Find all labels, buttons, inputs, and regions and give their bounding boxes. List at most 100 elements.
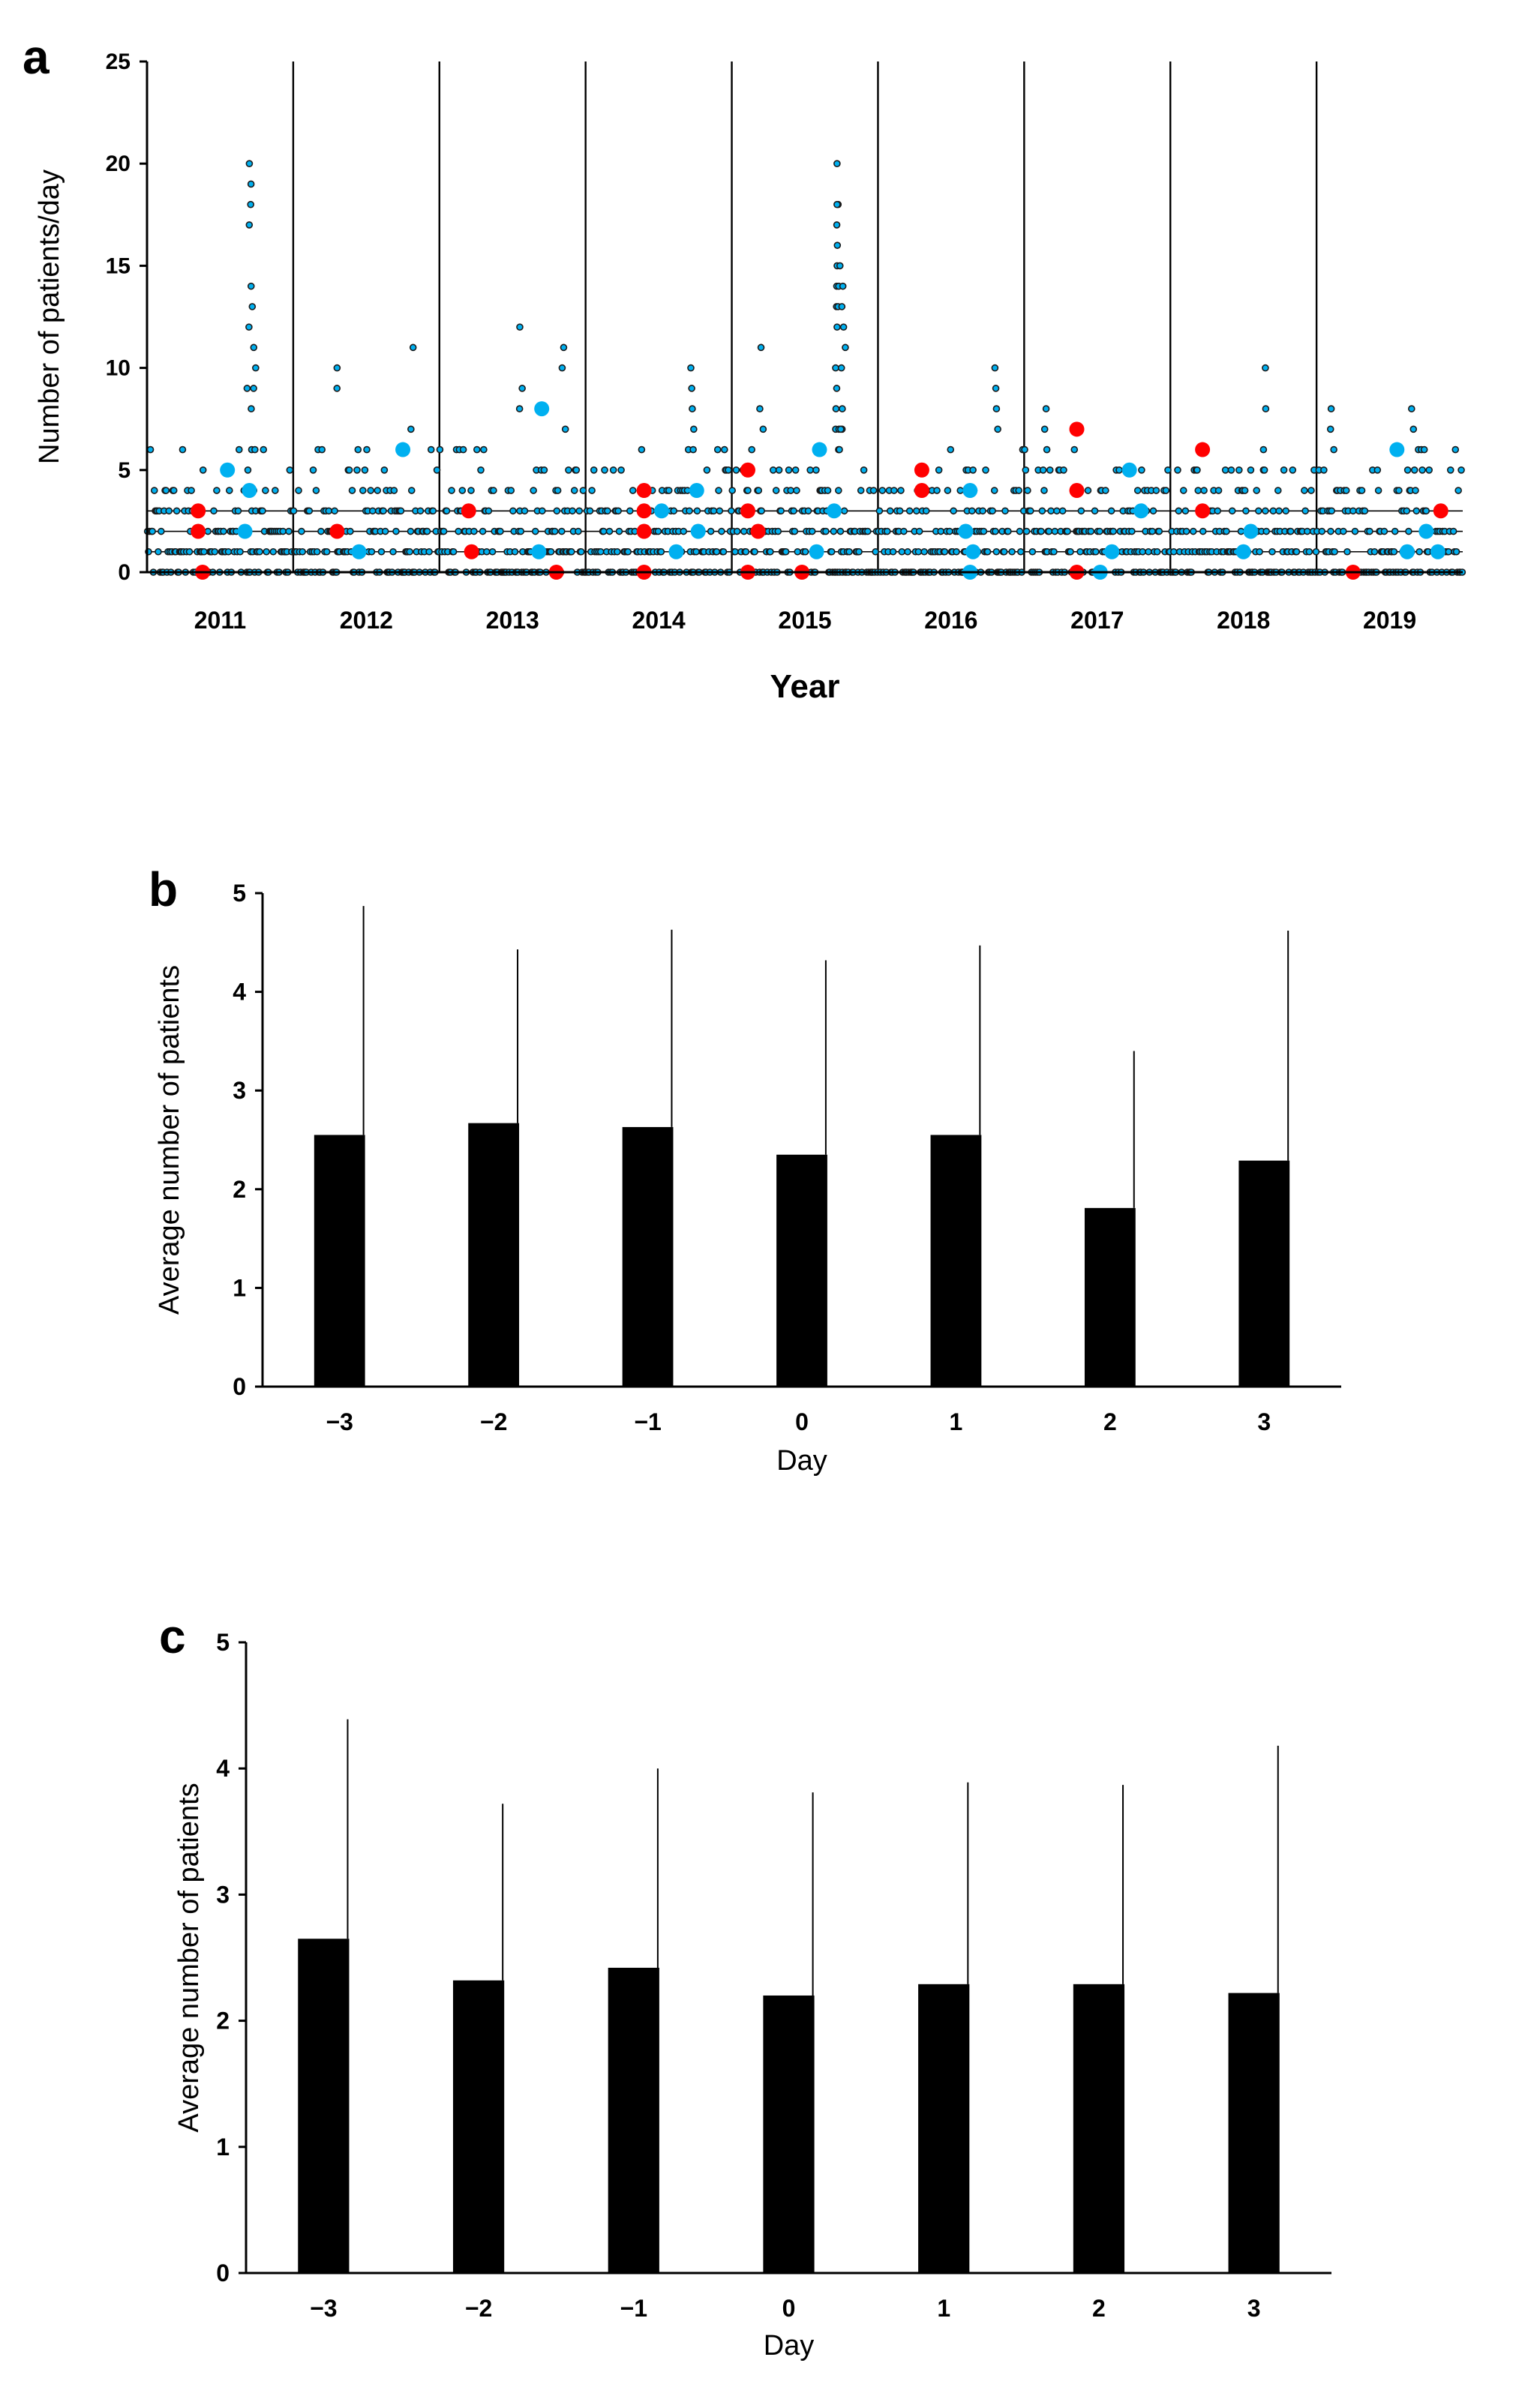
panel-a-x-tick-label: 2016 [924,607,977,634]
panel-a-blue-point [237,523,253,539]
panel-a-daily-point [992,547,1001,556]
panel-a-daily-point [1064,527,1071,535]
panel-a-daily-point [824,487,832,494]
panel-a-daily-point [680,527,688,535]
panel-a-blue-point [1133,503,1149,519]
panel-a-daily-point [511,547,519,556]
panel-a-daily-point [855,547,863,556]
panel-a-daily-point [1022,466,1030,474]
panel-c-bar [1073,1984,1125,2273]
panel-a-daily-point [1303,527,1311,535]
panel-a-daily-point [804,507,812,515]
panel-a-peak-point [837,364,845,372]
panel-a-daily-point [313,547,321,556]
panel-a-daily-point [1292,547,1301,556]
panel-a-x-tick-label: 2011 [194,607,246,634]
panel-a-daily-point [179,445,187,454]
panel-a-daily-point [449,547,458,556]
panel-a-daily-point [1004,527,1012,535]
panel-a-peak-point [245,160,254,167]
panel-b-y-tick-label: 4 [233,979,246,1006]
panel-a-peak-point [991,364,999,372]
panel-a-daily-point [990,487,998,494]
panel-a-daily-point [946,527,953,535]
panel-a-blue-point [826,503,842,519]
panel-a-daily-point [785,466,793,474]
panel-a-daily-point [213,487,221,494]
panel-a-daily-point [889,547,897,556]
panel-a-daily-point [1301,507,1309,515]
panel-a-red-point [740,503,755,519]
panel-a-daily-point [1366,527,1373,535]
panel-b-y-axis-title: Average number of patients [154,965,185,1315]
panel-a-daily-point [597,547,605,556]
panel-a-daily-point [1403,507,1411,515]
panel-a-daily-point [713,547,721,556]
panel-a-daily-point [1390,547,1398,556]
panel-a-daily-point [312,487,320,494]
panel-a-daily-point [617,466,625,474]
panel-c-y-tick-label: 2 [216,2008,230,2035]
panel-a-daily-point [1153,547,1161,556]
panel-a-peak-point [252,364,260,372]
panel-a-daily-point [878,487,887,494]
panel-a-x-tick-label: 2014 [632,607,686,634]
panel-a-daily-point [211,547,219,556]
panel-a-daily-point [1327,527,1334,535]
panel-a-peak-point [689,445,697,454]
panel-a-red-point [750,523,766,539]
panel-a-daily-point [638,445,646,454]
panel-a-y-tick-label: 0 [118,560,131,585]
panel-a-daily-point [407,487,416,494]
panel-a-daily-point [565,466,572,474]
panel-a-red-point [329,523,345,539]
panel-a-daily-point [368,507,377,515]
panel-a-daily-point [477,466,485,474]
panel-b-y-tick-label: 5 [233,880,246,907]
panel-a-daily-point [539,507,546,515]
panel-a-blue-point [690,523,706,539]
panel-a-daily-point [1349,507,1357,515]
panel-a-daily-point [377,547,386,556]
panel-a-daily-point [1175,507,1183,515]
panel-a-daily-point [1016,527,1024,535]
panel-a-daily-point [440,527,448,535]
panel-b-y-tick-label: 3 [233,1077,246,1104]
panel-a-peak-point [833,200,841,208]
panel-a-daily-point [1047,507,1055,515]
panel-a-blue-point [351,544,367,559]
panel-a-daily-point [1145,547,1152,556]
panel-a-daily-point [578,547,585,556]
panel-a-daily-point [1038,507,1046,515]
panel-a-daily-point [256,547,263,556]
panel-a-daily-point [898,547,906,556]
panel-a-daily-point [937,527,945,535]
panel-a-daily-point [1199,527,1207,535]
panel-a-daily-point [1370,547,1379,556]
panel-a-peak-point [407,425,415,433]
panel-a-daily-point [769,466,777,474]
panel-a-daily-point [1155,527,1163,535]
panel-a-daily-point [1318,527,1326,535]
panel-c-label: c [159,1609,186,1663]
panel-a-peak-point [561,425,569,433]
panel-a-daily-point [262,487,269,494]
panel-a-peak-point [558,364,566,372]
panel-a-y-axis-title: Number of patients/day [34,169,65,464]
panel-a-daily-point [744,487,752,494]
panel-a-daily-point [654,527,662,535]
panel-a-daily-point [1312,547,1320,556]
panel-a-daily-point [914,547,923,556]
panel-a-red-point [740,462,755,478]
panel-a-daily-point [1060,466,1067,474]
panel-b-label: b [149,862,178,916]
panel-c-bars [298,1719,1280,2273]
panel-a-daily-point [347,527,354,535]
panel-a-daily-point [299,547,307,556]
panel-a-peak-point [688,385,695,392]
panel-a-daily-point [731,547,739,556]
panel-a-blue-point [812,442,827,457]
panel-a-daily-point [886,507,894,515]
panel-c-bar [763,1995,815,2273]
panel-a-daily-point [305,507,314,515]
